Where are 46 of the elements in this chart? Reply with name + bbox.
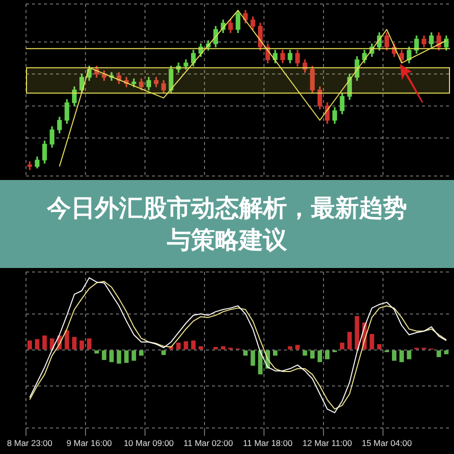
bar (377, 344, 382, 350)
bar (406, 350, 412, 360)
x-tick-label: 11 Mar 18:00 (243, 438, 293, 448)
bar (124, 350, 129, 363)
bar (220, 346, 226, 350)
x-tick-label: 12 Mar 11:00 (302, 438, 352, 448)
bar (288, 346, 292, 350)
bar (139, 350, 144, 356)
bar (34, 339, 40, 350)
bar (302, 350, 308, 356)
x-tick-label: 9 Mar 16:00 (66, 438, 112, 448)
bar (258, 350, 263, 374)
bar (399, 350, 404, 362)
bar (191, 340, 196, 350)
bar (347, 332, 352, 350)
bar (370, 334, 374, 350)
bar (102, 350, 106, 360)
bar (72, 336, 77, 350)
bar (444, 350, 449, 354)
bar (86, 338, 92, 350)
bar (109, 350, 114, 362)
bar (176, 342, 181, 350)
bar (340, 342, 344, 350)
bar (392, 350, 396, 361)
bar (94, 350, 99, 354)
x-tick-label: 8 Mar 23:00 (7, 438, 53, 448)
bar (50, 338, 54, 350)
bar (243, 350, 248, 356)
x-tick-label: 15 Mar 04:00 (362, 438, 412, 448)
bar (132, 350, 136, 361)
bar (80, 340, 84, 350)
bar (310, 350, 315, 359)
bar (325, 350, 330, 360)
bar (27, 340, 32, 350)
bar (64, 330, 70, 350)
bar (42, 335, 47, 350)
bar (250, 350, 256, 366)
x-tick-label: 10 Mar 09:00 (124, 438, 174, 448)
text: 今日外汇股市动态解析，最新趋势与策略建议 (0, 180, 454, 268)
bar (318, 350, 322, 362)
bar (161, 350, 166, 355)
bar (198, 346, 204, 350)
x-tick-label: 11 Mar 02:00 (184, 438, 234, 448)
bar (272, 350, 278, 356)
bar (184, 341, 188, 350)
bar (436, 350, 442, 358)
